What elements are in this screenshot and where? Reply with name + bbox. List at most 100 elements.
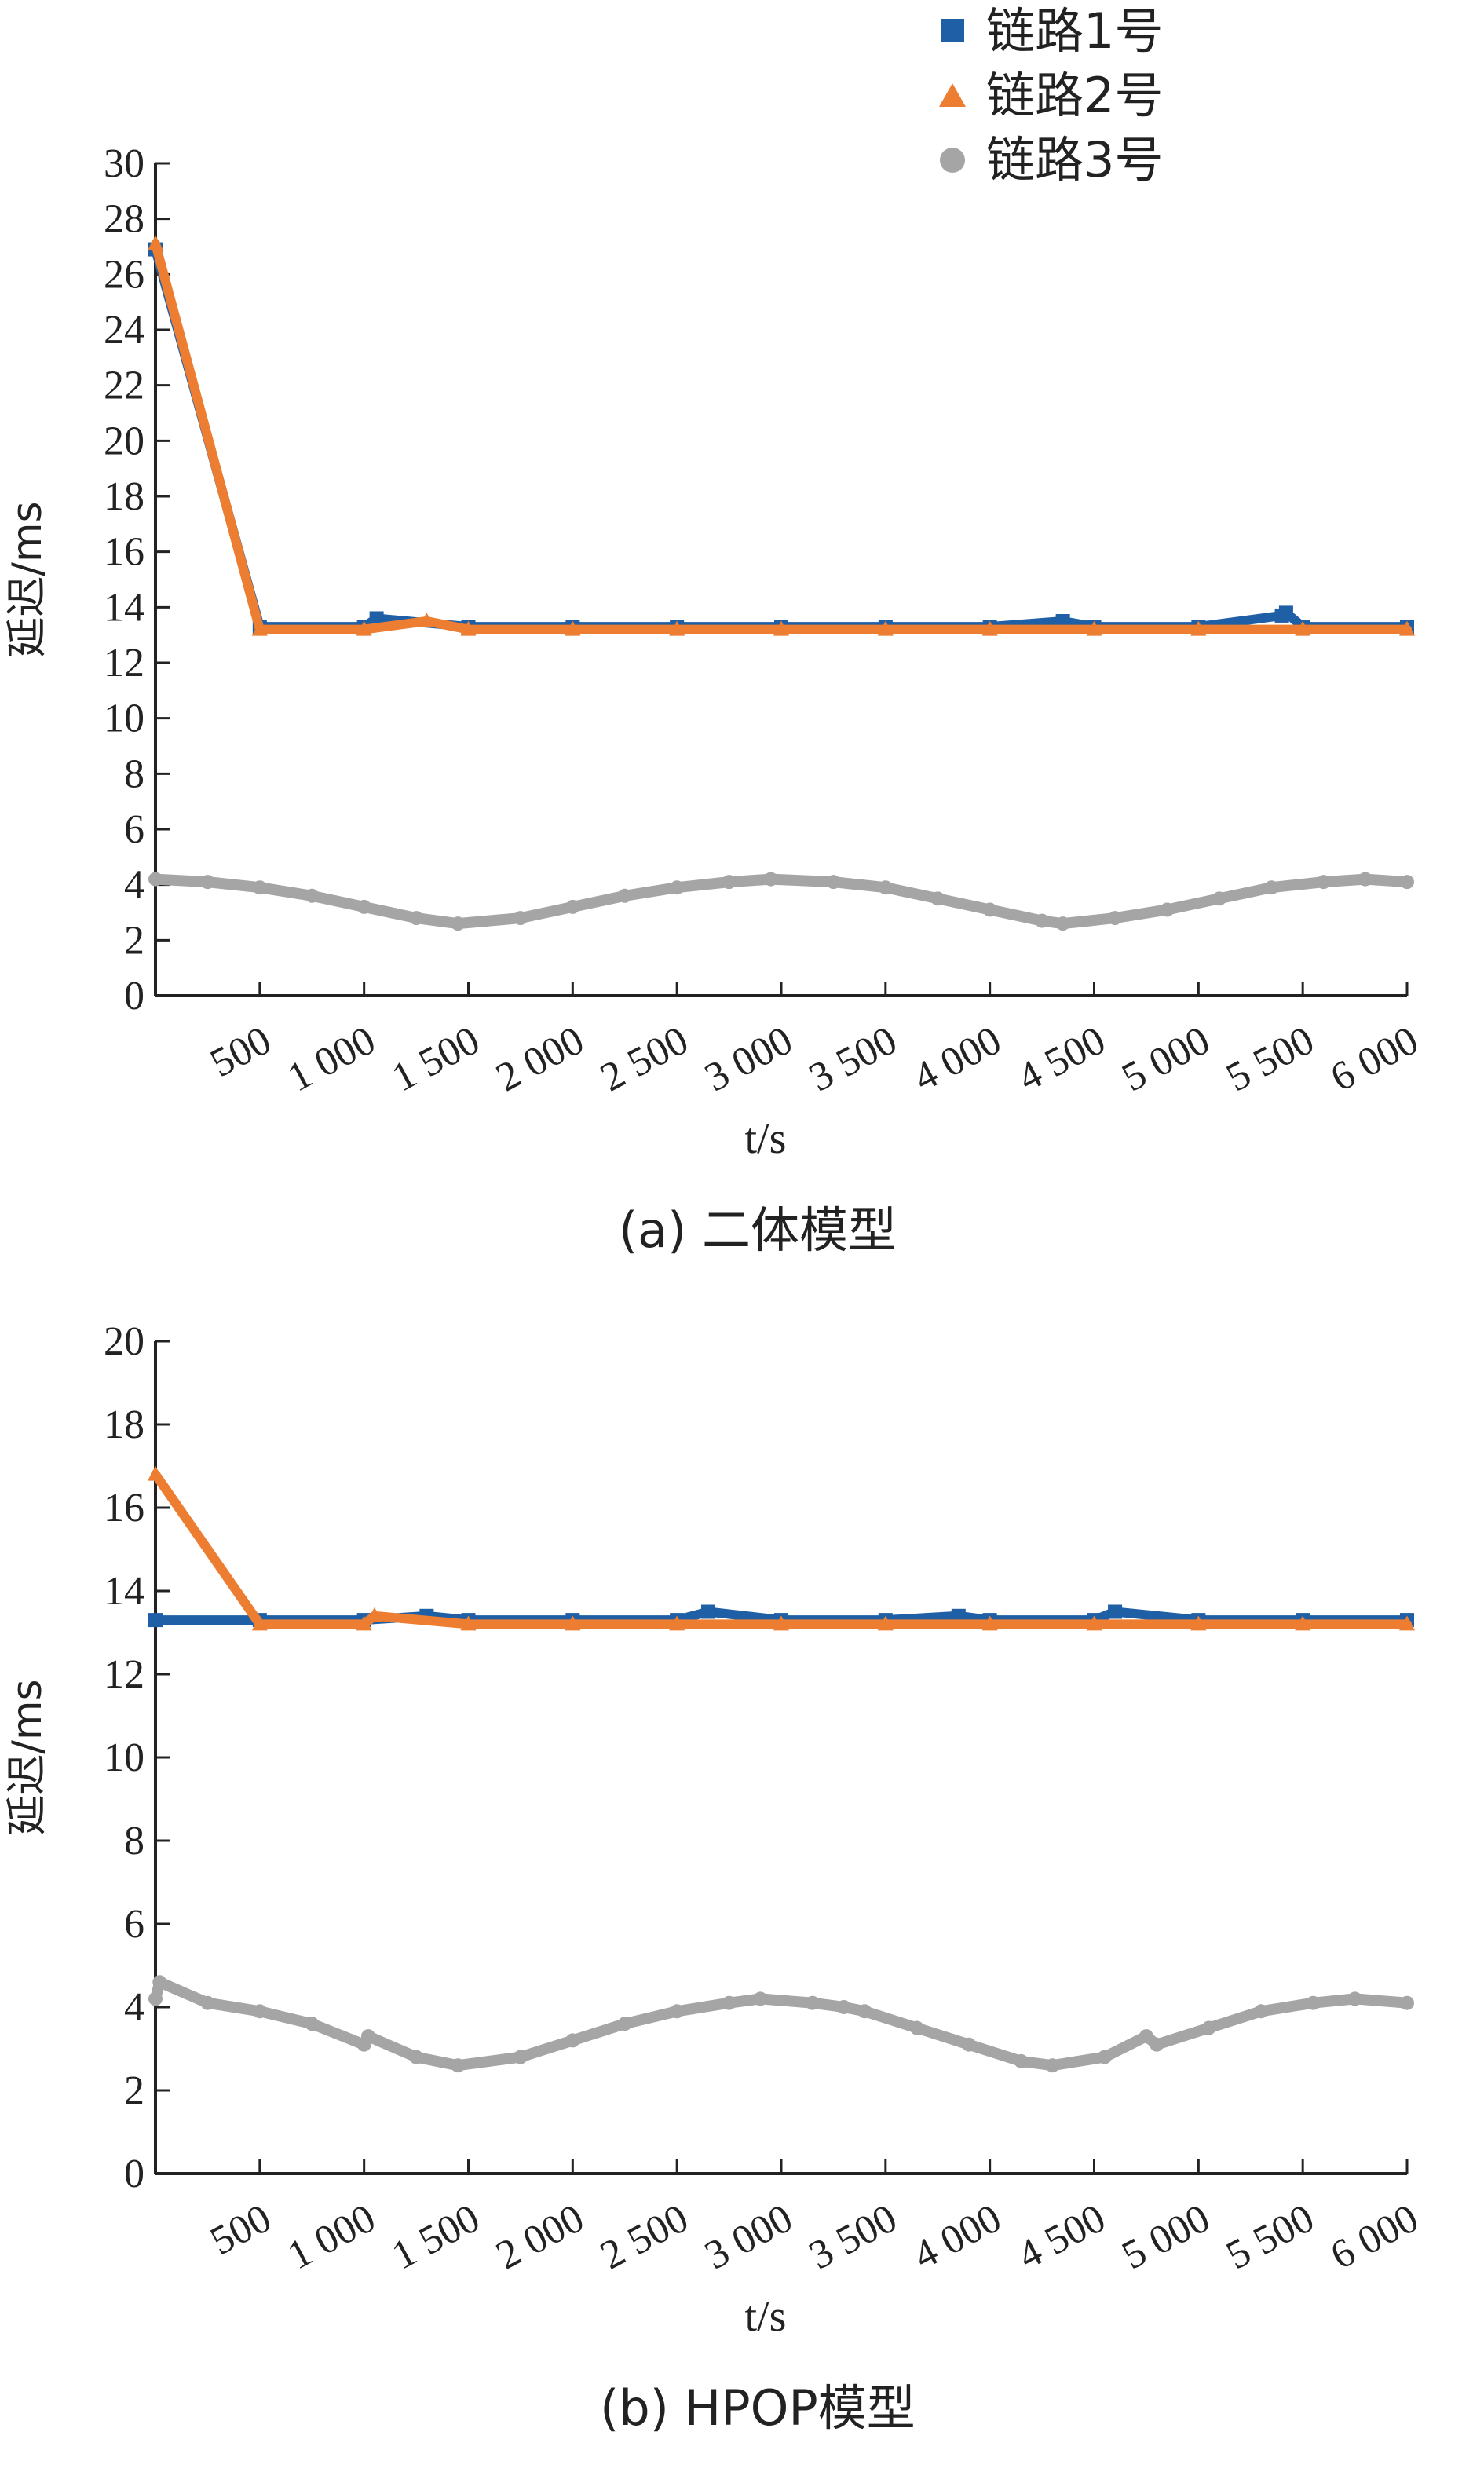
chart-caption: (b) HPOP模型	[600, 2379, 916, 2437]
data-point	[1190, 620, 1207, 636]
data-point	[1014, 2053, 1029, 2068]
chart-caption: (a) 二体模型	[619, 1201, 897, 1259]
y-tick-label: 22	[104, 364, 144, 408]
x-tick-label: 3 000	[698, 1018, 800, 1100]
data-point	[878, 880, 893, 895]
series-2	[148, 235, 1415, 636]
data-point	[669, 620, 685, 636]
data-point	[460, 620, 477, 636]
data-point	[1201, 2020, 1216, 2035]
data-point	[722, 875, 737, 890]
data-point	[617, 888, 632, 903]
series-3	[148, 1975, 1414, 2073]
x-tick-label: 3 000	[698, 2196, 800, 2278]
data-point	[1086, 620, 1102, 636]
data-point	[1097, 2050, 1112, 2064]
data-point	[1035, 913, 1050, 928]
data-point	[1400, 1995, 1414, 2010]
chart-hpop-model: 0 2 4 6 8 10 12 14 16 18 20 500 1 000 1 500 2 000 2 500…	[4, 1319, 1426, 2437]
data-point	[857, 2004, 872, 2019]
data-point	[670, 2004, 685, 2019]
x-tick-label: 2 500	[594, 2196, 696, 2278]
y-tick-label: 14	[104, 1569, 144, 1614]
data-point	[1399, 1615, 1415, 1631]
data-point	[369, 611, 384, 626]
x-axis-label: t/s	[745, 1114, 787, 1163]
legend-label: 链路1号	[986, 2, 1164, 60]
data-point	[366, 1607, 382, 1622]
x-tick-label: 4 000	[906, 1018, 1008, 1100]
square-marker-icon	[941, 19, 964, 42]
data-point	[1160, 902, 1175, 917]
series-line	[151, 244, 1412, 632]
y-tick-label: 10	[104, 697, 144, 741]
data-point	[805, 1995, 820, 2010]
series-line	[151, 1469, 1412, 1629]
y-tick-label: 2	[124, 2068, 144, 2113]
data-point	[877, 1615, 894, 1631]
data-point	[152, 1975, 167, 1990]
data-point	[1264, 880, 1279, 895]
data-point	[1295, 1615, 1311, 1631]
y-tick-label: 10	[104, 1735, 144, 1780]
series-line	[151, 239, 1412, 634]
x-tick-label: 4 000	[906, 2196, 1008, 2278]
data-point	[982, 902, 997, 917]
data-point	[1190, 1615, 1207, 1631]
data-point	[252, 2004, 267, 2019]
data-point	[617, 2017, 632, 2031]
x-tick-label: 6 000	[1324, 2196, 1426, 2278]
data-point	[565, 2033, 580, 2048]
data-point	[460, 1615, 477, 1631]
data-point	[148, 1991, 163, 2006]
data-point	[826, 875, 841, 890]
y-tick-label: 4	[124, 863, 144, 908]
x-tick-label: 2 500	[594, 1018, 696, 1100]
data-point	[305, 2017, 320, 2031]
data-point	[513, 911, 528, 926]
y-tick-label: 0	[124, 974, 144, 1018]
data-point	[356, 899, 371, 914]
data-point	[1316, 875, 1331, 890]
data-point	[1254, 2004, 1269, 2019]
x-tick-label: 2 000	[489, 2196, 591, 2278]
data-point	[1306, 1995, 1321, 2010]
x-tick-label: 2 000	[489, 1018, 591, 1100]
y-tick-label: 16	[104, 1486, 144, 1530]
data-point	[148, 1465, 163, 1481]
data-point	[836, 2000, 851, 2014]
data-point	[773, 1615, 789, 1631]
data-point	[1055, 916, 1070, 931]
series-3	[148, 872, 1414, 931]
y-tick-label: 12	[104, 641, 144, 686]
data-point	[409, 911, 424, 926]
data-point	[451, 2058, 466, 2073]
circle-marker-icon	[940, 148, 965, 173]
x-tick-label: 5 500	[1219, 1018, 1321, 1100]
data-point	[763, 872, 778, 887]
data-point	[1278, 605, 1293, 620]
data-point	[1045, 2058, 1060, 2073]
data-point	[565, 899, 580, 914]
y-tick-label: 2	[124, 918, 144, 963]
data-point	[773, 620, 789, 636]
data-point	[565, 1615, 581, 1631]
data-point	[251, 620, 268, 636]
y-tick-label: 26	[104, 252, 144, 297]
data-point	[419, 613, 435, 627]
data-point	[930, 891, 945, 906]
data-point	[1347, 1991, 1362, 2006]
data-point	[251, 1615, 268, 1631]
x-tick-label: 5 500	[1219, 2196, 1321, 2278]
data-point	[909, 2020, 924, 2035]
y-tick-label: 6	[124, 1902, 144, 1947]
data-point	[1399, 620, 1415, 636]
legend-label: 链路2号	[986, 67, 1164, 124]
triangle-marker-icon	[939, 83, 966, 107]
series-2	[148, 1465, 1415, 1631]
x-tick-label: 1 500	[385, 2196, 487, 2278]
data-point	[1150, 2037, 1164, 2052]
data-point	[670, 880, 685, 895]
data-point	[1400, 875, 1414, 890]
